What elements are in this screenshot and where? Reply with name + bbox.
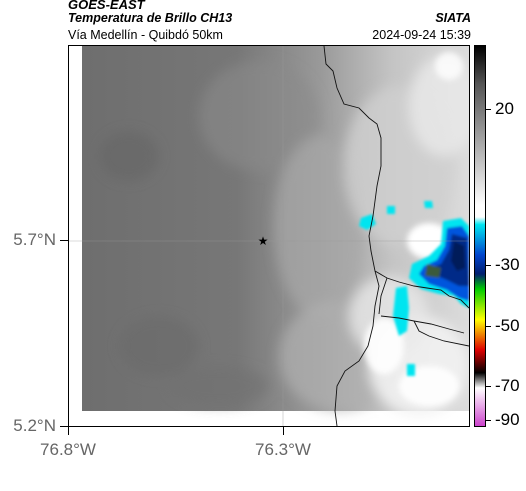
organization-label: SIATA (435, 11, 471, 25)
datetime-label: 2024-09-24 15:39 (372, 28, 471, 42)
lon-tick-76-8 (68, 427, 69, 435)
brightness-temperature-layer (82, 46, 469, 416)
colorbar-tick-minus-50 (486, 326, 491, 327)
colorbar-tick-20 (486, 109, 491, 110)
colorbar-label-minus-70: -70 (495, 376, 520, 395)
colorbar-label-20: 20 (495, 99, 514, 118)
lat-label-5-7: 5.7°N (13, 230, 56, 249)
colorbar (474, 45, 486, 427)
star-icon: ★ (258, 234, 269, 248)
product-title: Temperatura de Brillo CH13 (68, 11, 233, 25)
lat-tick-5-2 (60, 426, 68, 427)
colorbar-tick-minus-70 (486, 386, 491, 387)
colorbar-label-minus-30: -30 (495, 255, 520, 274)
colorbar-label-minus-90: -90 (495, 410, 520, 429)
colorbar-tick-minus-90 (486, 420, 491, 421)
lon-tick-76-3 (283, 427, 284, 435)
gridlines (69, 46, 469, 426)
colorbar-label-minus-50: -50 (495, 316, 520, 335)
lat-label-5-2: 5.2°N (13, 416, 56, 435)
colorbar-tick-minus-30 (486, 265, 491, 266)
boundary-lines (323, 46, 469, 426)
satellite-title: GOES-EAST (68, 0, 145, 12)
region-subtitle: Vía Medellín - Quibdó 50km (68, 28, 223, 42)
satellite-map[interactable]: ★ (68, 45, 470, 427)
lon-label-76-8: 76.8°W (40, 440, 96, 459)
lat-tick-5-7 (60, 240, 68, 241)
map-canvas: ★ (69, 46, 469, 426)
lon-label-76-3: 76.3°W (255, 440, 311, 459)
